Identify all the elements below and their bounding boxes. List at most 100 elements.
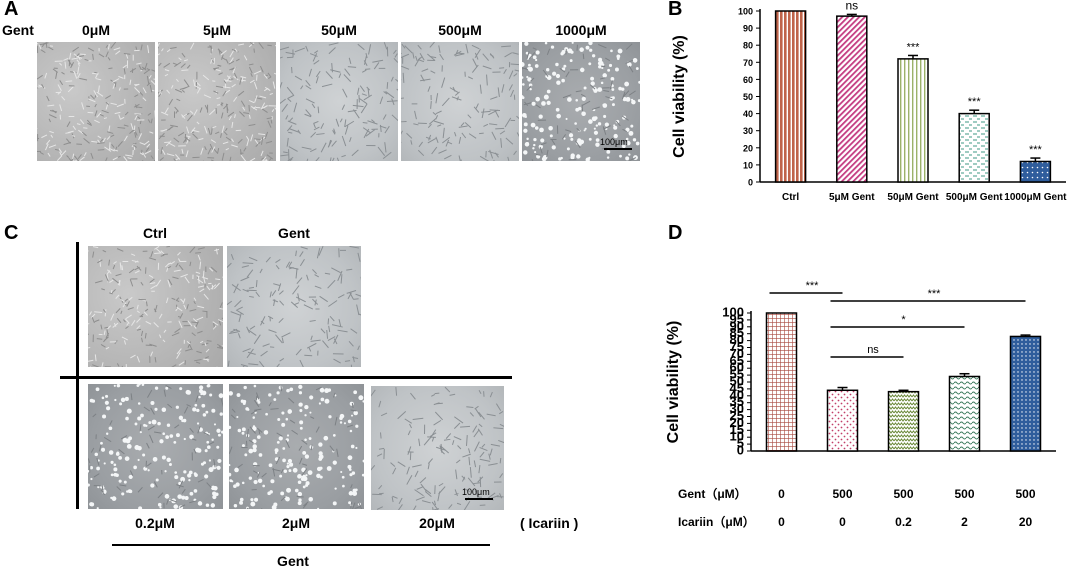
chart-b-xtick-label-2: 5μM Gent <box>829 192 875 203</box>
chart-d-table-row-label-1: Gent（μM） <box>678 486 747 501</box>
panel-a-label-1: 0μM <box>81 22 111 38</box>
chart-b-significance-4: *** <box>968 96 982 108</box>
panel-a-label-5: 1000μM <box>555 22 607 38</box>
chart-b-bar-3 <box>897 58 929 183</box>
micrograph-c-20 <box>371 386 504 510</box>
panel-c-horizontal-divider <box>60 376 512 379</box>
chart-d-ytick-label: 70 <box>730 346 744 361</box>
panel-c-treatment-label: ( Icariin ) <box>520 515 579 531</box>
chart-d-table-cell: 0 <box>778 515 785 529</box>
chart-b-ytick-label: 10 <box>743 160 753 170</box>
panel-c-label-gent: Gent <box>278 225 310 241</box>
chart-d-ytick-label: 5 <box>737 436 744 451</box>
micrograph-c-02 <box>88 384 223 509</box>
chart-d-bar-3 <box>887 390 920 452</box>
chart-d-ytick-label: 90 <box>730 318 744 333</box>
chart-b-significance-3: *** <box>907 41 921 53</box>
panel-c-vertical-divider <box>76 242 79 509</box>
chart-d-bar-4 <box>948 375 981 452</box>
panel-c-group-label: Gent <box>277 553 309 569</box>
chart-b-xtick-label-1: Ctrl <box>782 192 799 203</box>
panel-a-row-label: Gent <box>2 22 34 38</box>
panel-d-letter: D <box>668 222 683 244</box>
chart-b: 0 10 20 30 40 50 60 70 80 90 100 Cell viability (%)… <box>671 0 1067 203</box>
chart-d-ytick-label: 30 <box>730 401 744 416</box>
chart-b-ytick-label: 30 <box>743 126 753 136</box>
panel-c-bottom-label-2: 2μM <box>281 515 311 531</box>
micrograph-a-5 <box>522 42 640 161</box>
scale-bar-c <box>465 498 493 500</box>
chart-d-table-cell: 500 <box>832 487 852 501</box>
chart-d-bracket-label-4: ns <box>867 344 879 356</box>
chart-b-bar-1 <box>774 10 807 183</box>
panel-c-label-ctrl: Ctrl <box>142 225 168 241</box>
chart-d-ytick-label: 15 <box>730 422 744 437</box>
chart-b-ytick-label: 90 <box>743 24 753 34</box>
panel-c-bottom-label-1: 0.2μM <box>135 515 175 531</box>
chart-b-significance-2: ns <box>845 0 858 12</box>
micrograph-a-2 <box>158 42 276 161</box>
chart-d-ytick-label: 35 <box>730 394 744 409</box>
chart-d-bar-2 <box>826 389 859 452</box>
chart-d-table-cell: 500 <box>954 487 974 501</box>
chart-d-bracket-label-1: *** <box>806 280 820 292</box>
chart-d-ytick-label: 75 <box>730 339 744 354</box>
scale-bar-c-label: 100μm <box>462 487 490 497</box>
chart-d-ytick-label: 45 <box>730 380 744 395</box>
chart-b-xtick-label-4: 500μM Gent <box>946 192 1003 203</box>
chart-d-table-cell: 0.2 <box>895 515 912 529</box>
chart-b-bar-2 <box>836 15 868 183</box>
panel-a-label-2: 5μM <box>202 22 232 38</box>
panel-c-bottom-label-3: 20μM <box>419 515 455 531</box>
panel-c-letter: C <box>4 222 19 244</box>
chart-b-ytick-label: 40 <box>743 109 753 119</box>
chart-d-table-cell: 2 <box>961 515 968 529</box>
chart-d-ytick-label: 40 <box>730 387 744 402</box>
micrograph-a-3 <box>280 42 398 161</box>
chart-b-ytick-label: 70 <box>743 58 753 68</box>
chart-d-table-cell: 0 <box>839 515 846 529</box>
chart-b-xtick-label-3: 50μM Gent <box>887 192 939 203</box>
micrograph-c-2 <box>229 384 364 509</box>
chart-b-ytick-label: 20 <box>743 143 753 153</box>
chart-d-bar-1 <box>765 312 798 452</box>
chart-d-ytick-label: 95 <box>730 311 744 326</box>
micrograph-c-ctrl <box>88 246 223 367</box>
chart-d: 0510152025303540455055606570758085909510… <box>665 280 1056 529</box>
chart-d-bracket-label-2: *** <box>928 288 942 300</box>
chart-b-bar-5 <box>1019 160 1052 183</box>
chart-d-ytick-label: 10 <box>730 429 744 444</box>
chart-d-ytick-label: 50 <box>730 374 744 389</box>
panel-b-letter: B <box>668 0 683 20</box>
chart-d-bar-5 <box>1009 335 1042 452</box>
chart-d-ytick-label: 100 <box>722 305 744 320</box>
chart-b-ytick-label: 80 <box>743 41 753 51</box>
chart-d-bracket-label-3: * <box>901 314 906 326</box>
micrograph-a-1 <box>37 42 155 161</box>
chart-b-ytick-label: 100 <box>738 7 753 17</box>
chart-b-significance-5: *** <box>1029 144 1043 156</box>
chart-d-table-row-label-2: Icariin（μM） <box>678 514 755 529</box>
panel-a-label-3: 50μM <box>321 22 357 38</box>
chart-d-table-cell: 0 <box>778 487 785 501</box>
chart-d-ytick-label: 0 <box>737 443 744 458</box>
panel-a-letter: A <box>4 0 19 20</box>
chart-d-ytick-label: 20 <box>730 415 744 430</box>
scale-bar-a <box>604 148 632 150</box>
chart-b-y-label: Cell viability (%) <box>671 35 688 158</box>
chart-d-ytick-label: 25 <box>730 408 744 423</box>
chart-d-y-label: Cell viability (%) <box>665 321 682 444</box>
chart-d-ytick-label: 55 <box>730 367 744 382</box>
panel-a-label-4: 500μM <box>438 22 482 38</box>
chart-d-ytick-label: 65 <box>730 353 744 368</box>
chart-b-bar-4 <box>958 112 990 183</box>
chart-d-table-cell: 500 <box>1015 487 1035 501</box>
chart-b-ytick-label: 50 <box>743 92 753 102</box>
chart-d-ytick-label: 85 <box>730 325 744 340</box>
chart-b-xtick-label-5: 1000μM Gent <box>1004 192 1067 203</box>
chart-b-ytick-label: 0 <box>748 178 753 188</box>
scale-bar-a-label: 100μm <box>600 137 628 147</box>
chart-d-table-cell: 500 <box>893 487 913 501</box>
micrograph-a-4 <box>401 42 519 161</box>
chart-b-ytick-label: 60 <box>743 75 753 85</box>
